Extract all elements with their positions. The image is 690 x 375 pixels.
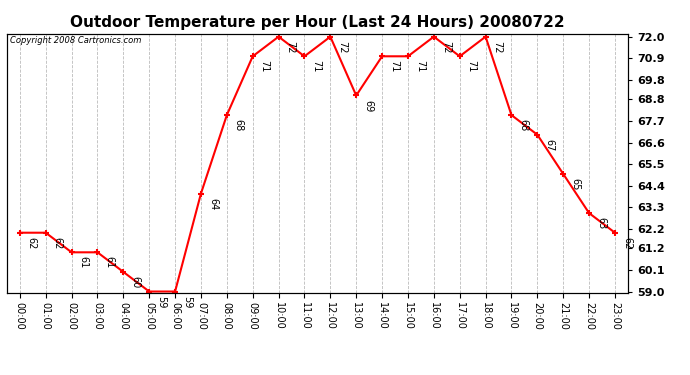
Text: 59: 59 — [156, 296, 166, 308]
Text: 71: 71 — [415, 60, 425, 73]
Text: 69: 69 — [363, 100, 373, 112]
Text: 71: 71 — [389, 60, 399, 73]
Text: 71: 71 — [259, 60, 270, 73]
Text: 71: 71 — [311, 60, 322, 73]
Text: 61: 61 — [79, 256, 88, 269]
Text: 72: 72 — [493, 41, 502, 53]
Text: 64: 64 — [208, 198, 218, 210]
Text: 68: 68 — [518, 119, 529, 132]
Title: Outdoor Temperature per Hour (Last 24 Hours) 20080722: Outdoor Temperature per Hour (Last 24 Ho… — [70, 15, 564, 30]
Text: 72: 72 — [337, 41, 347, 53]
Text: 59: 59 — [182, 296, 192, 308]
Text: 68: 68 — [234, 119, 244, 132]
Text: 67: 67 — [544, 139, 554, 151]
Text: 60: 60 — [130, 276, 140, 288]
Text: 62: 62 — [27, 237, 37, 249]
Text: 65: 65 — [570, 178, 580, 190]
Text: 72: 72 — [286, 41, 295, 53]
Text: 61: 61 — [104, 256, 115, 269]
Text: 71: 71 — [466, 60, 477, 73]
Text: 62: 62 — [622, 237, 632, 249]
Text: 72: 72 — [441, 41, 451, 53]
Text: 63: 63 — [596, 217, 606, 229]
Text: 62: 62 — [52, 237, 63, 249]
Text: Copyright 2008 Cartronics.com: Copyright 2008 Cartronics.com — [10, 36, 141, 45]
